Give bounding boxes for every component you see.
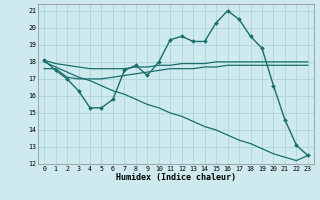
X-axis label: Humidex (Indice chaleur): Humidex (Indice chaleur) [116, 173, 236, 182]
